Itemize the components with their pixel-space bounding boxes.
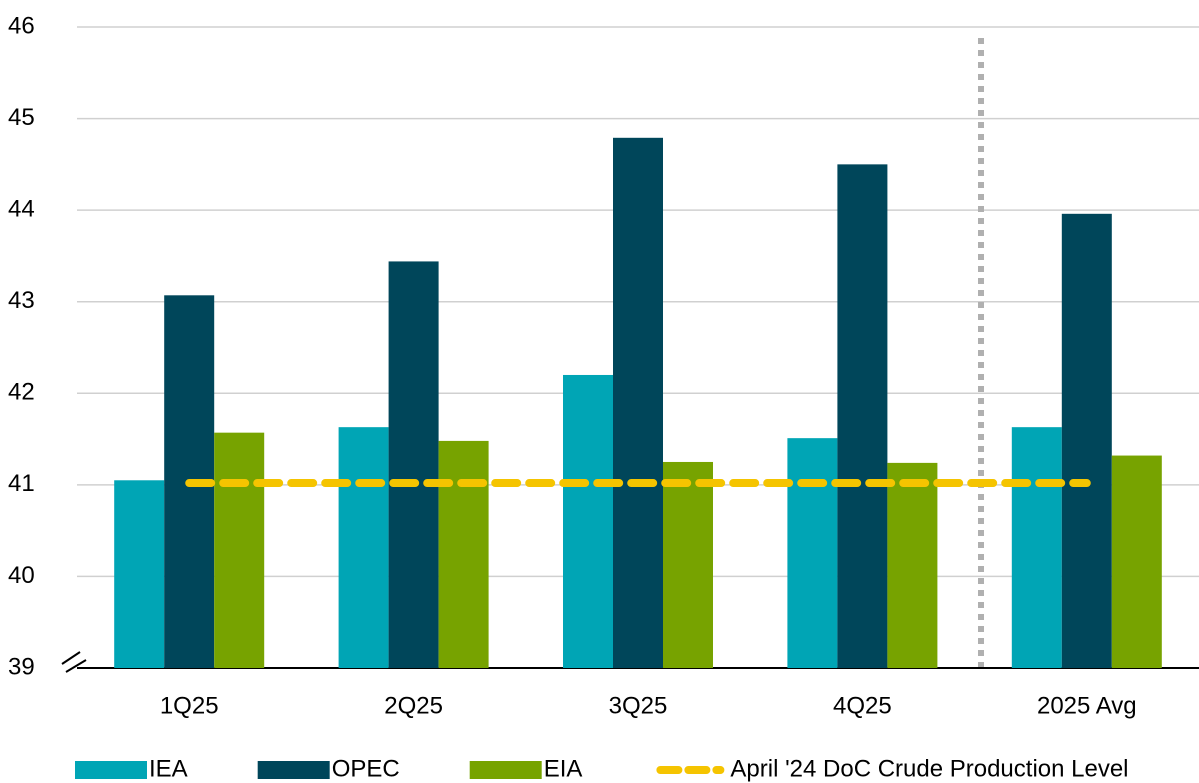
- legend-label: EIA: [544, 755, 583, 782]
- x-tick-label: 4Q25: [833, 692, 892, 719]
- bar: [114, 480, 165, 668]
- y-tick-label: 43: [8, 287, 35, 314]
- y-tick-label: 42: [8, 379, 35, 406]
- y-tick-label: 45: [8, 104, 35, 131]
- bar: [1061, 213, 1112, 668]
- bar: [787, 438, 838, 668]
- legend-label: April '24 DoC Crude Production Level: [730, 755, 1128, 782]
- x-tick-label: 2Q25: [384, 692, 443, 719]
- bar: [663, 461, 713, 668]
- bar: [1011, 427, 1062, 668]
- x-tick-label: 2025 Avg: [1037, 692, 1137, 719]
- y-tick-label: 44: [8, 195, 35, 222]
- bar: [563, 374, 613, 668]
- x-tick-label: 3Q25: [609, 692, 668, 719]
- y-tick-label: 40: [8, 562, 35, 589]
- legend-label: OPEC: [332, 755, 400, 782]
- bar: [837, 164, 888, 668]
- legend-swatch: [257, 761, 330, 779]
- legend-swatch: [469, 761, 542, 779]
- bar: [214, 432, 265, 668]
- legend-swatch: [75, 761, 147, 779]
- x-tick-label: 1Q25: [160, 692, 219, 719]
- bar: [438, 440, 489, 668]
- bar: [388, 261, 439, 668]
- bar: [1111, 455, 1162, 668]
- bar: [613, 137, 663, 669]
- bar: [887, 462, 938, 668]
- bar: [338, 427, 389, 668]
- y-tick-label: 41: [8, 470, 35, 497]
- axis-break: [61, 651, 87, 673]
- y-tick-label: 39: [8, 653, 35, 680]
- y-tick-label: 46: [8, 12, 35, 39]
- legend-label: IEA: [149, 755, 188, 782]
